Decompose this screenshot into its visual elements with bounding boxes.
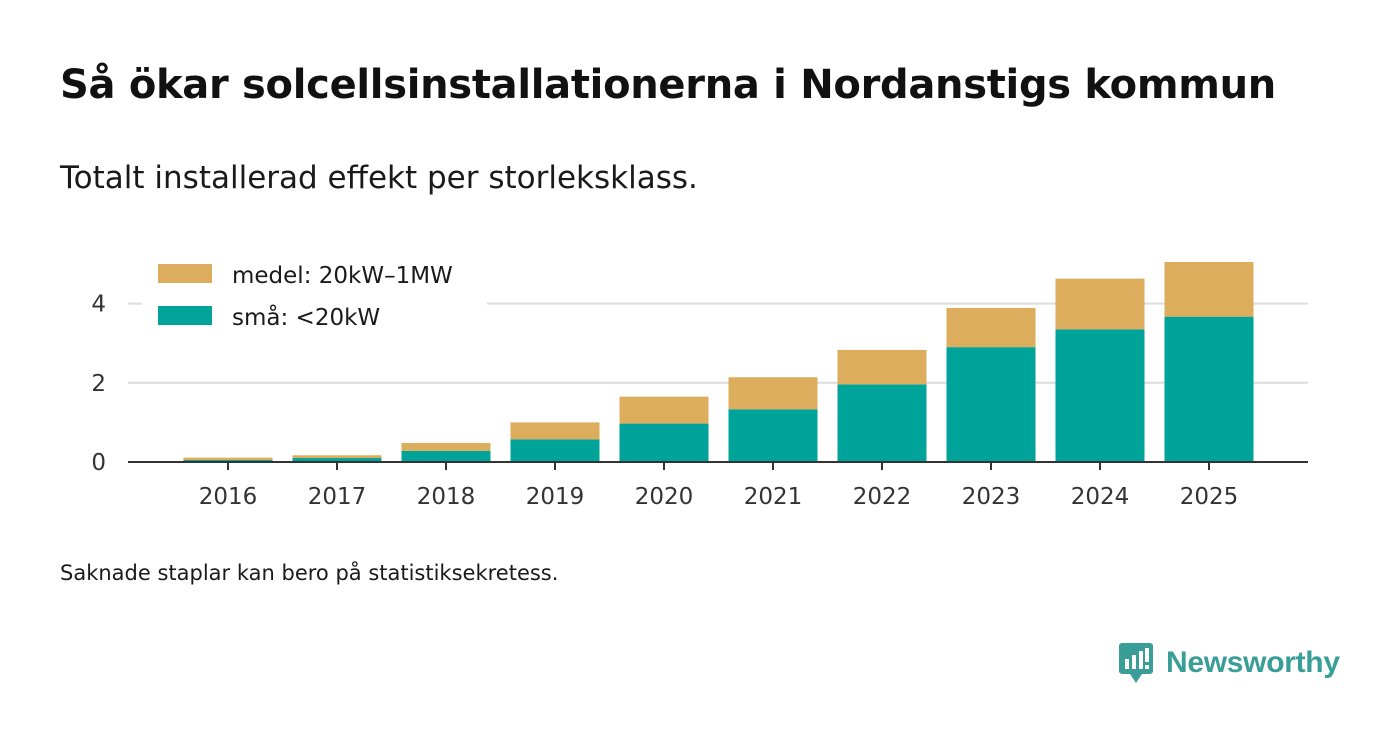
bar-sma-2024: [1055, 329, 1145, 462]
bar-medel-2017: [292, 455, 382, 459]
x-tick-label: 2016: [199, 484, 258, 510]
bar-medel-2023: [946, 307, 1036, 348]
bar-medel-2016: [183, 457, 273, 461]
x-tick-label: 2024: [1071, 484, 1130, 510]
axes: 0 2 4 2016 2017 2018 2019 2020 2021 2022 2023 2024 2…: [91, 292, 1308, 510]
bar-sma-2025: [1164, 316, 1254, 462]
x-tick-label: 2020: [635, 484, 694, 510]
legend-swatch: [158, 264, 212, 283]
x-tick-label: 2025: [1180, 484, 1239, 510]
bar-sma-2018: [401, 450, 491, 462]
x-tick-label: 2022: [853, 484, 912, 510]
x-tick-label: 2019: [526, 484, 585, 510]
bar-medel-2024: [1055, 278, 1145, 330]
bar-medel-2022: [837, 349, 927, 385]
bar-sma-2021: [728, 409, 818, 462]
legend-label: små: <20kW: [232, 303, 380, 331]
bar-medel-2025: [1164, 262, 1254, 317]
bar-sma-2020: [619, 423, 709, 462]
legend: medel: 20kW–1MW små: <20kW: [142, 252, 487, 344]
legend-swatch: [158, 306, 212, 325]
legend-label: medel: 20kW–1MW: [232, 263, 453, 289]
y-tick-label: 0: [91, 450, 106, 476]
y-tick-label: 4: [91, 292, 106, 318]
footnote: Saknade staplar kan bero på statistiksek…: [60, 561, 559, 585]
bar-medel-2021: [728, 377, 818, 410]
x-tick-label: 2017: [308, 484, 367, 510]
chart-title: Så ökar solcellsinstallationerna i Norda…: [60, 62, 1276, 108]
y-tick-label: 2: [91, 371, 106, 397]
chart-subtitle: Totalt installerad effekt per storlekskl…: [60, 160, 698, 196]
bar-medel-2019: [510, 422, 600, 440]
newsworthy-logo-icon: [1119, 643, 1153, 683]
x-tick-label: 2018: [417, 484, 476, 510]
x-tick-label: 2023: [962, 484, 1021, 510]
x-tick-label: 2021: [744, 484, 803, 510]
bar-chart: 0 2 4 2016 2017 2018 2019 2020 2021 2022 2023 2024 2…: [91, 252, 1308, 510]
bar-medel-2020: [619, 396, 709, 424]
bar-sma-2023: [946, 347, 1036, 462]
bar-medel-2018: [401, 442, 491, 451]
bars: [183, 262, 1254, 462]
brand-name: Newsworthy: [1166, 646, 1340, 679]
bar-sma-2022: [837, 384, 927, 462]
bar-sma-2017: [292, 458, 382, 462]
bar-sma-2019: [510, 439, 600, 462]
brand-logo: Newsworthy: [1118, 640, 1340, 686]
